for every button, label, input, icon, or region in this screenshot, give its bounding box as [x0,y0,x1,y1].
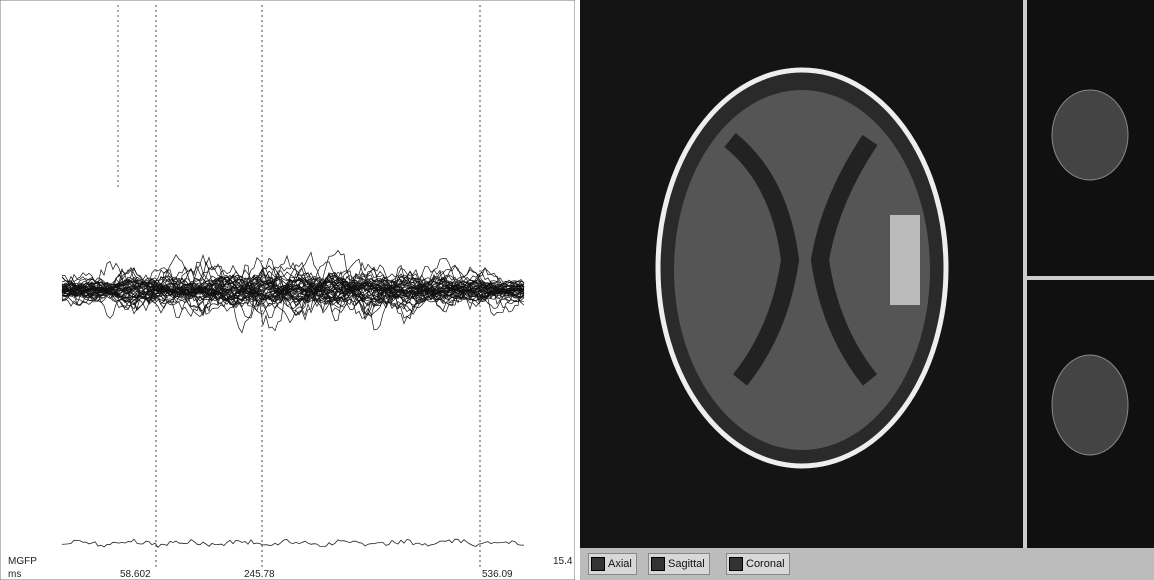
unit-label: ms [8,569,21,580]
tab-label: Coronal [746,558,785,570]
tab-label: Axial [608,558,632,570]
coronal-thumb [1052,90,1128,180]
mgfp-label: MGFP [8,556,37,567]
time-marker: 245.78 [244,569,275,580]
scale-value: 15.4 [553,556,572,567]
sagittal-thumb [1052,355,1128,455]
time-marker: 58.602 [120,569,151,580]
highlight-region [890,215,920,305]
mri-panel [580,0,1154,548]
tab-coronal[interactable]: Coronal [726,553,790,575]
divider [1027,276,1154,280]
tab-label: Sagittal [668,558,705,570]
time-marker: 536.09 [482,569,513,580]
tab-sagittal[interactable]: Sagittal [648,553,710,575]
tab-axial[interactable]: Axial [588,553,637,575]
screen: MGFP ms 58.602 245.78 536.09 15.4 Axial … [0,0,1154,580]
meg-waveform-panel [0,0,575,580]
divider [1023,0,1027,548]
